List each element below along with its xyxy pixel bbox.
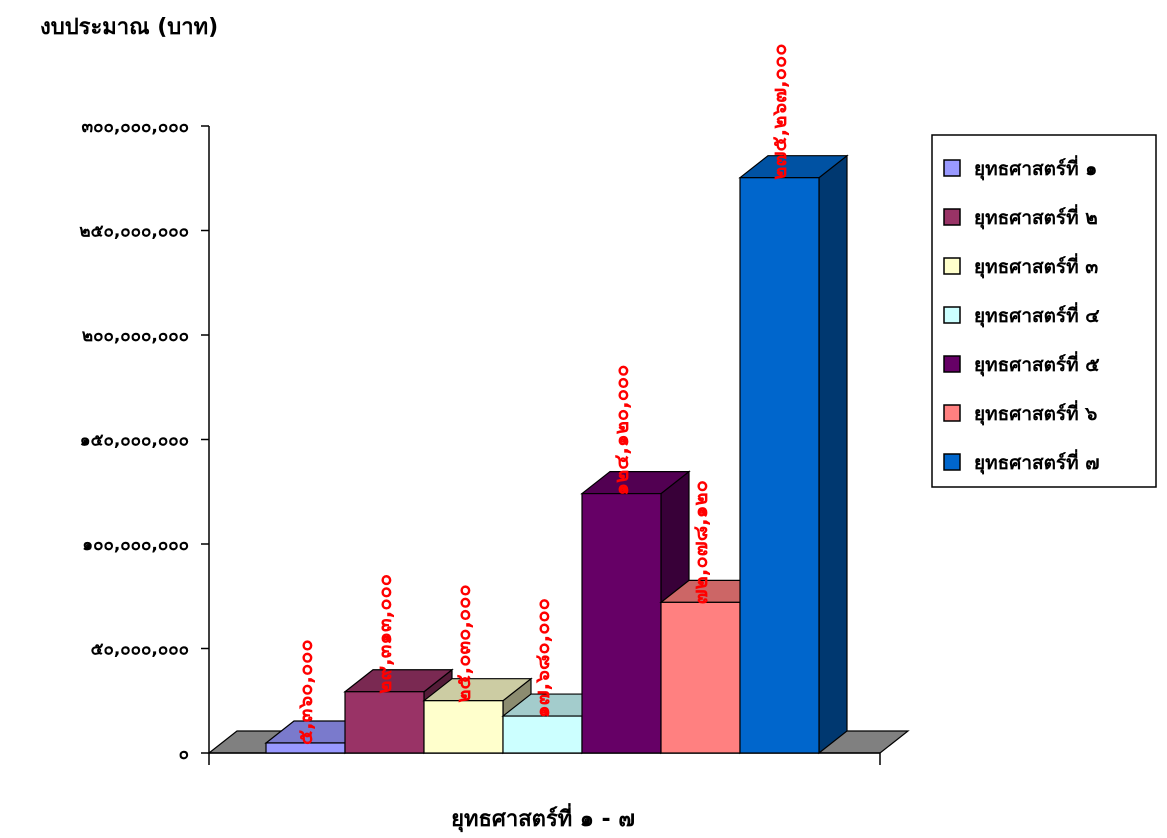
y-tick-label: ๑๕๐,๐๐๐,๐๐๐ [80,431,189,451]
y-tick-label: ๐ [179,744,189,764]
x-axis-title: ยุทธศาสตร์ที่ ๑ - ๗ [451,802,635,833]
legend-item-2: ยุทธศาสตร์ที่ ๒ [943,204,1098,230]
y-axis: ๐ ๕๐,๐๐๐,๐๐๐ ๑๐๐,๐๐๐,๐๐๐ ๑๕๐,๐๐๐,๐๐๐ ๒๐๐,๐๐๐… [79,117,210,764]
legend: ยุทธศาสตร์ที่ ๑ยุทธศาสตร์ที่ ๒ยุทธศาสตร์… [931,134,1157,488]
legend-swatch [943,159,961,177]
legend-item-1: ยุทธศาสตร์ที่ ๑ [943,155,1097,181]
bar-front [660,601,741,754]
legend-label: ยุทธศาสตร์ที่ ๑ [974,155,1097,181]
bar-front [739,177,820,754]
legend-item-4: ยุทธศาสตร์ที่ ๔ [943,302,1100,328]
y-tick-label: ๒๐๐,๐๐๐,๐๐๐ [82,326,189,346]
legend-label: ยุทธศาสตร์ที่ ๒ [974,204,1098,230]
data-label-7: ๒๗๕,๒๖๗,๐๐๐ [767,44,791,180]
legend-label: ยุทธศาสตร์ที่ ๗ [974,449,1100,475]
data-label-4: ๑๗,๖๘๐,๐๐๐ [530,598,554,718]
legend-swatch [943,453,961,471]
bars [264,154,849,755]
data-label-1: ๕,๓๖๐,๐๐๐ [293,639,317,745]
bar-3 [422,677,533,755]
legend-label: ยุทธศาสตร์ที่ ๓ [974,253,1098,279]
legend-swatch [943,208,961,226]
bar-front [502,715,583,754]
y-tick-label: ๒๕๐,๐๐๐,๐๐๐ [79,222,189,242]
chart-title: งบประมาณ (บาท) [40,15,218,40]
bar-side [818,154,848,755]
y-tick-label: ๓๐๐,๐๐๐,๐๐๐ [81,117,189,137]
y-tick-label: ๕๐,๐๐๐,๐๐๐ [91,640,189,660]
bar-front [344,691,425,754]
legend-item-6: ยุทธศาสตร์ที่ ๖ [943,400,1097,426]
legend-label: ยุทธศาสตร์ที่ ๖ [974,400,1097,426]
bar-front [581,492,662,754]
legend-swatch [943,355,961,373]
legend-label: ยุทธศาสตร์ที่ ๔ [974,302,1100,328]
data-labels: ๕,๓๖๐,๐๐๐ ๒๙,๓๑๓,๐๐๐ ๒๕,๐๓๐,๐๐๐ ๑๗,๖๘๐,๐๐๐ ๑… [293,44,791,745]
data-label-3: ๒๕,๐๓๐,๐๐๐ [451,584,475,702]
legend-swatch [943,404,961,422]
x-axis [208,752,881,765]
bar-front [423,700,504,754]
legend-swatch [943,306,961,324]
legend-label: ยุทธศาสตร์ที่ ๕ [974,351,1100,377]
bar-7 [738,154,849,755]
legend-item-5: ยุทธศาสตร์ที่ ๕ [943,351,1100,377]
data-label-5: ๑๒๔,๑๒๐,๐๐๐ [609,365,633,496]
legend-item-3: ยุทธศาสตร์ที่ ๓ [943,253,1098,279]
data-label-2: ๒๙,๓๑๓,๐๐๐ [372,574,396,694]
legend-item-7: ยุทธศาสตร์ที่ ๗ [943,449,1100,475]
legend-box [931,134,1157,488]
y-tick-label: ๑๐๐,๐๐๐,๐๐๐ [82,535,189,555]
legend-swatch [943,257,961,275]
data-label-6: ๗๒,๐๗๘,๑๒๐ [688,480,712,604]
